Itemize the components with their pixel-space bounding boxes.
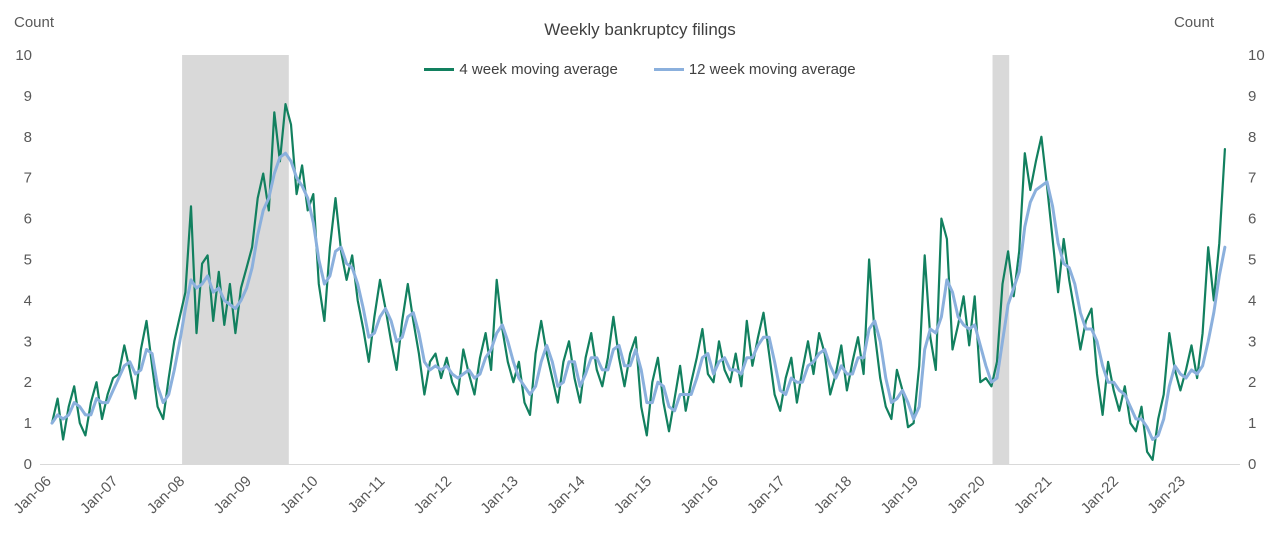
chart-title: Weekly bankruptcy filings [544, 20, 736, 39]
legend-label-4-week: 4 week moving average [459, 61, 618, 78]
legend-item-4-week: 4 week moving average [424, 61, 618, 78]
y-tick-label-right: 10 [1248, 47, 1265, 64]
x-tick-label: Jan-10 [277, 473, 321, 517]
series-line-0 [50, 102, 1227, 461]
y-tick-label-right: 3 [1248, 333, 1256, 350]
x-tick-label: Jan-22 [1078, 473, 1122, 517]
y-tick-label-right: 6 [1248, 211, 1256, 228]
y-tick-label-left: 5 [24, 252, 32, 269]
x-tick-label: Jan-18 [811, 473, 855, 517]
x-tick-label: Jan-08 [144, 473, 188, 517]
y-tick-label-left: 0 [24, 456, 32, 473]
x-tick-label: Jan-16 [677, 473, 721, 517]
y-tick-label-right: 2 [1248, 374, 1256, 391]
y-tick-label-right: 7 [1248, 170, 1256, 187]
x-tick-label: Jan-11 [345, 473, 389, 517]
x-tick-label: Jan-17 [744, 473, 788, 517]
x-tick-label: Jan-19 [878, 473, 922, 517]
x-tick-label: Jan-15 [611, 473, 655, 517]
y-tick-label-left: 7 [24, 170, 32, 187]
x-tick-label: Jan-07 [77, 473, 121, 517]
y-tick-label-left: 6 [24, 211, 32, 228]
y-axis-title-left: Count [14, 14, 55, 31]
legend-swatch-4-week-icon [424, 68, 455, 71]
y-tick-label-right: 8 [1248, 129, 1256, 146]
y-tick-label-right: 1 [1248, 415, 1256, 432]
series-line-1 [50, 151, 1227, 441]
y-tick-label-right: 0 [1248, 456, 1256, 473]
x-tick-label: Jan-20 [944, 473, 988, 517]
recession-2008-09-band [182, 55, 289, 464]
legend: 4 week moving average 12 week moving ave… [0, 61, 1280, 78]
y-tick-label-left: 2 [24, 374, 32, 391]
legend-item-12-week: 12 week moving average [653, 61, 856, 78]
x-tick-label: Jan-21 [1011, 473, 1055, 517]
y-tick-label-right: 9 [1248, 88, 1256, 105]
y-tick-label-left: 8 [24, 129, 32, 146]
x-tick-label: Jan-13 [477, 473, 521, 517]
y-tick-label-left: 10 [15, 47, 32, 64]
x-tick-label: Jan-09 [210, 473, 254, 517]
x-tick-label: Jan-12 [411, 473, 455, 517]
y-tick-label-right: 5 [1248, 252, 1256, 269]
y-tick-label-left: 9 [24, 88, 32, 105]
y-tick-label-left: 4 [24, 292, 32, 309]
x-tick-label: Jan-23 [1144, 473, 1188, 517]
y-tick-label-right: 4 [1248, 292, 1256, 309]
x-tick-label: Jan-06 [10, 473, 54, 517]
legend-swatch-12-week-icon [653, 68, 684, 71]
y-tick-label-left: 1 [24, 415, 32, 432]
legend-label-12-week: 12 week moving average [688, 61, 856, 78]
y-axis-title-right: Count [1173, 14, 1214, 31]
x-tick-label: Jan-14 [544, 473, 588, 517]
y-tick-label-left: 3 [24, 333, 32, 350]
